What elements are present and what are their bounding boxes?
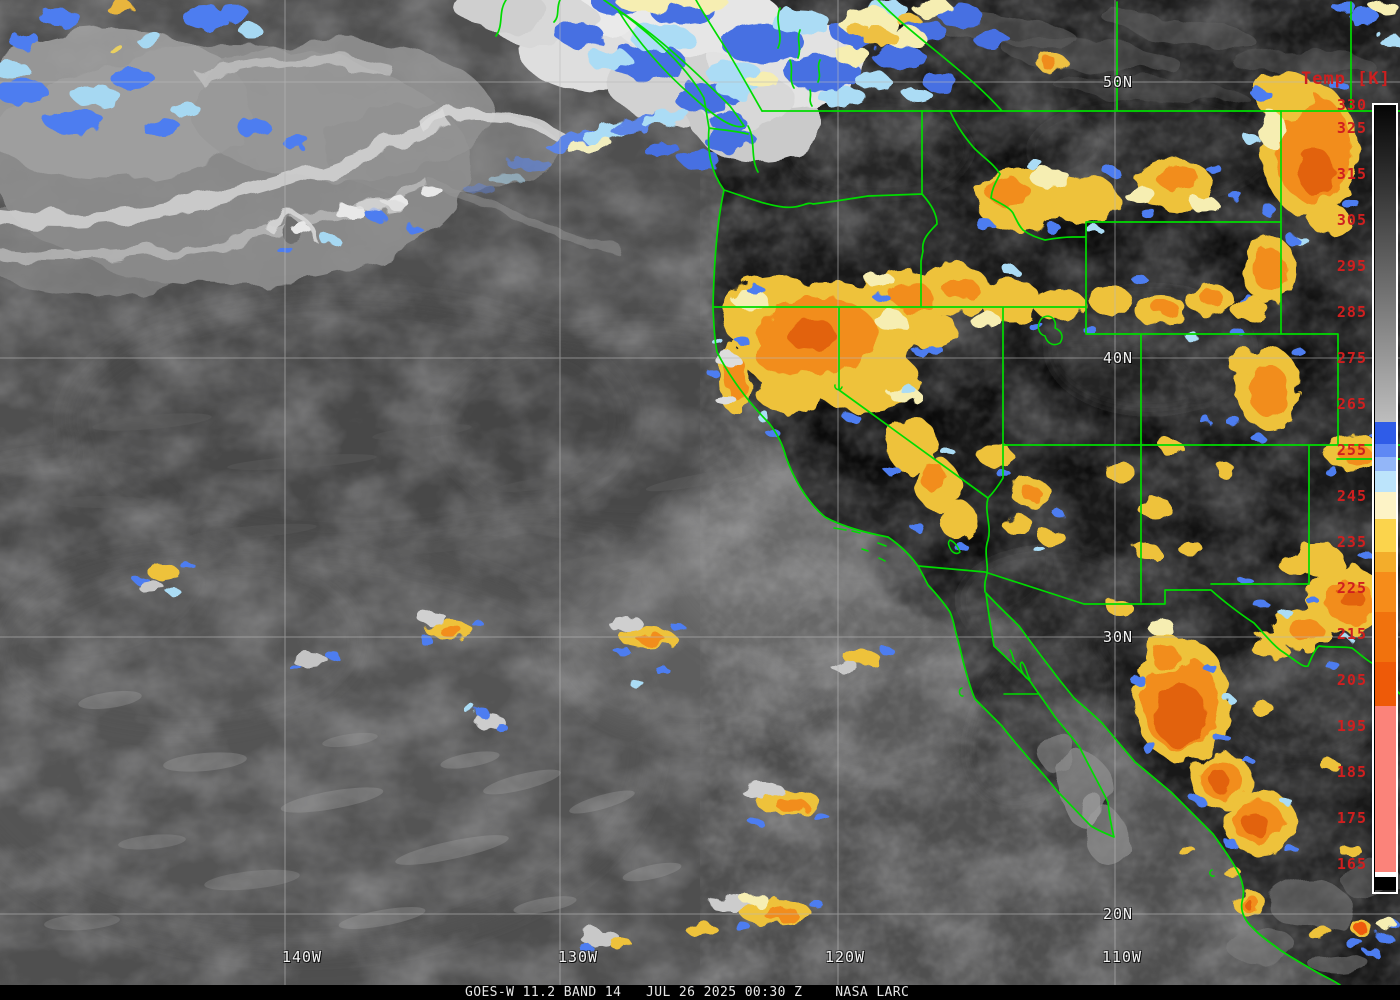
us-mexico-border xyxy=(917,565,1400,695)
lakes-and-islands xyxy=(833,315,1215,877)
caption-bar: GOES-W 11.2 BAND 14 JUL 26 2025 00:30 Z … xyxy=(0,985,1400,1000)
temperature-colorbar xyxy=(1372,103,1398,894)
colorbar-segment xyxy=(1375,105,1396,423)
colorbar-segment xyxy=(1375,706,1396,872)
image-caption: GOES-W 11.2 BAND 14 JUL 26 2025 00:30 Z … xyxy=(465,985,910,1000)
temp-scale-title: Temp [K] xyxy=(1301,69,1391,89)
colorbar-segment xyxy=(1375,470,1396,492)
colorbar-segment xyxy=(1375,457,1396,471)
colorbar-segment xyxy=(1375,871,1396,877)
map-boundaries xyxy=(495,0,1400,985)
colorbar-segment xyxy=(1375,876,1396,891)
colorbar-segment xyxy=(1375,661,1396,707)
colorbar-segment xyxy=(1375,571,1396,612)
colorbar-segment xyxy=(1375,611,1396,662)
colorbar-segment xyxy=(1375,491,1396,519)
colorbar-segments xyxy=(1374,105,1396,892)
colorbar-segment xyxy=(1375,519,1396,553)
colorbar-segment xyxy=(1375,444,1396,458)
colorbar-segment xyxy=(1375,552,1396,572)
coastline-pacific xyxy=(495,0,1341,985)
us-canada-border xyxy=(761,0,1400,112)
colorbar-segment xyxy=(1375,422,1396,445)
ocean-cloud-streaks xyxy=(44,413,755,931)
